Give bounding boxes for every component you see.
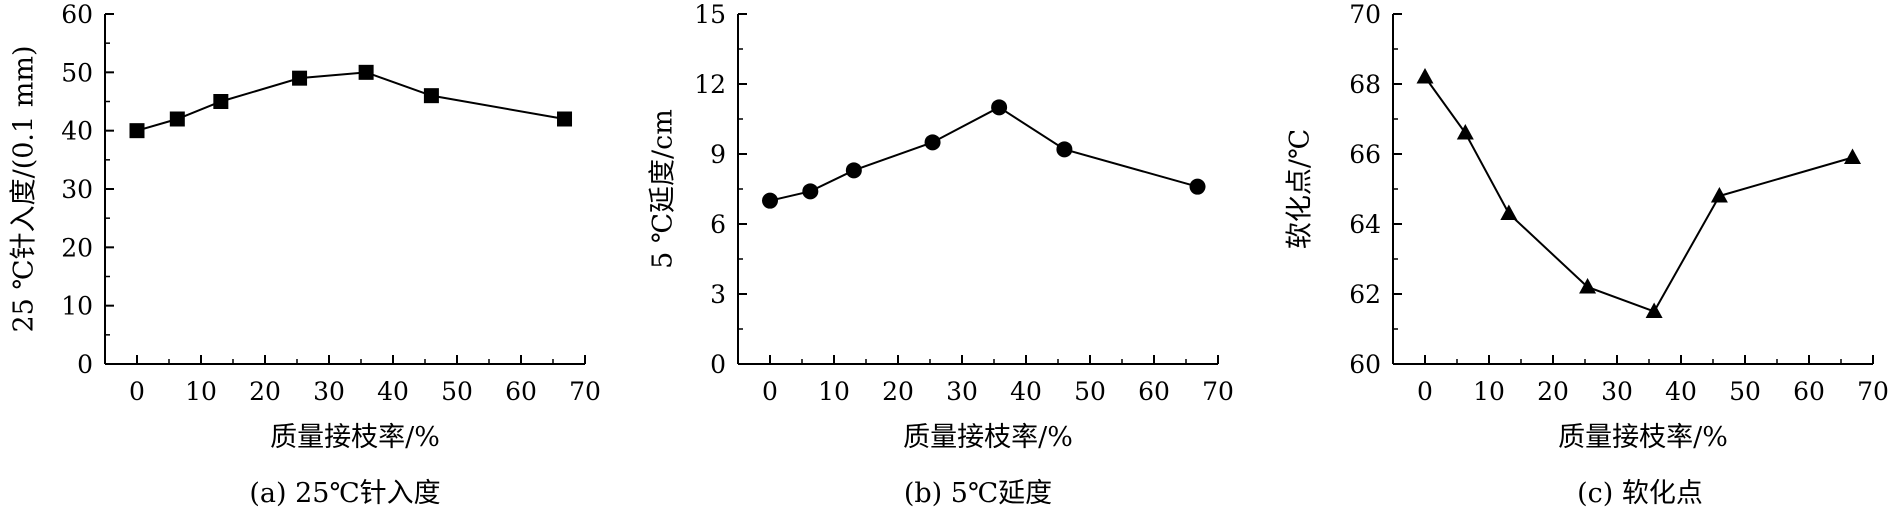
- x-tick-label: 70: [1857, 377, 1889, 406]
- y-tick-label: 68: [1349, 70, 1381, 99]
- x-tick-label: 0: [129, 377, 145, 406]
- data-point: [924, 134, 941, 151]
- data-point: [762, 192, 778, 209]
- data-point: [129, 123, 145, 139]
- data-point: [802, 183, 819, 200]
- data-point: [1645, 302, 1663, 318]
- x-tick-label: 20: [249, 377, 281, 406]
- x-tick-label: 60: [505, 377, 537, 406]
- y-tick-label: 70: [1349, 0, 1381, 29]
- x-tick-label: 50: [1729, 377, 1761, 406]
- y-axis-label: 软化点/℃: [1285, 129, 1316, 249]
- x-tick-label: 30: [946, 377, 978, 406]
- data-point: [1844, 148, 1862, 164]
- data-point: [1416, 68, 1434, 84]
- x-axis-label: 质量接枝率/%: [270, 422, 440, 453]
- x-tick-label: 10: [1473, 377, 1505, 406]
- data-point: [169, 111, 185, 127]
- series-line: [1424, 76, 1853, 313]
- y-tick-label: 60: [1349, 350, 1381, 379]
- x-tick-label: 70: [569, 377, 601, 406]
- chart-panel-a: 0 10 20 30 40 50 60 0 10 20 30 40 50 60 70 质量接枝率/% 25 ℃针…: [9, 0, 601, 509]
- chart-panel-b: 0 3 6 9 12 15 0 10 20 30 40 50 60 70 质量接枝率/% 5 ℃延度/cm (b…: [648, 0, 1234, 509]
- data-point: [1456, 124, 1474, 140]
- data-point: [1710, 187, 1728, 203]
- x-tick-label: 40: [377, 377, 409, 406]
- y-tick-label: 10: [61, 292, 93, 321]
- y-tick-label: 30: [61, 175, 93, 204]
- x-tick-label: 50: [441, 377, 473, 406]
- data-point: [991, 99, 1008, 116]
- x-tick-label: 0: [762, 377, 778, 406]
- x-axis-label: 质量接枝率/%: [1558, 422, 1728, 453]
- y-tick-label: 6: [710, 210, 726, 239]
- y-tick-label: 62: [1349, 280, 1381, 309]
- x-tick-label: 30: [1601, 377, 1633, 406]
- chart-panel-c: 60 62 64 66 68 70 0 10 20 30 40 50 60 70 质量接枝率/% 软化点/℃ (…: [1285, 0, 1889, 509]
- data-point: [1189, 178, 1206, 195]
- panel-caption: (a) 25℃针入度: [249, 478, 440, 509]
- y-tick-label: 66: [1349, 140, 1381, 169]
- data-point: [358, 64, 374, 80]
- x-tick-label: 60: [1138, 377, 1170, 406]
- y-tick-label: 20: [61, 233, 93, 262]
- x-tick-label: 60: [1793, 377, 1825, 406]
- data-point: [423, 88, 439, 104]
- x-tick-label: 40: [1010, 377, 1042, 406]
- x-tick-label: 50: [1074, 377, 1106, 406]
- y-tick-label: 50: [61, 58, 93, 87]
- data-point: [1056, 141, 1073, 158]
- x-tick-label: 40: [1665, 377, 1697, 406]
- y-tick-label: 0: [77, 350, 93, 379]
- x-tick-label: 70: [1202, 377, 1234, 406]
- data-point: [1500, 204, 1518, 220]
- series-line: [769, 106, 1198, 202]
- y-tick-label: 0: [710, 350, 726, 379]
- y-tick-label: 64: [1349, 210, 1381, 239]
- data-point: [292, 70, 308, 86]
- x-tick-label: 20: [882, 377, 914, 406]
- data-point: [557, 111, 573, 127]
- y-axis-label: 25 ℃针入度/(0.1 mm): [9, 45, 40, 332]
- y-tick-label: 15: [694, 0, 726, 29]
- data-point: [213, 94, 229, 109]
- x-axis-label: 质量接枝率/%: [903, 422, 1073, 453]
- y-tick-label: 60: [61, 0, 93, 29]
- data-point: [845, 162, 862, 179]
- x-tick-label: 10: [818, 377, 850, 406]
- y-axis-label: 5 ℃延度/cm: [648, 109, 679, 269]
- panel-caption: (b) 5℃延度: [904, 478, 1052, 509]
- data-point: [1579, 278, 1597, 294]
- panel-caption: (c) 软化点: [1577, 478, 1703, 509]
- y-tick-label: 9: [710, 140, 726, 169]
- y-tick-label: 3: [710, 280, 726, 309]
- x-tick-label: 30: [313, 377, 345, 406]
- y-tick-label: 12: [694, 70, 726, 99]
- x-tick-label: 20: [1537, 377, 1569, 406]
- series-line: [136, 71, 565, 132]
- x-tick-label: 10: [185, 377, 217, 406]
- y-tick-label: 40: [61, 117, 93, 146]
- x-tick-label: 0: [1417, 377, 1433, 406]
